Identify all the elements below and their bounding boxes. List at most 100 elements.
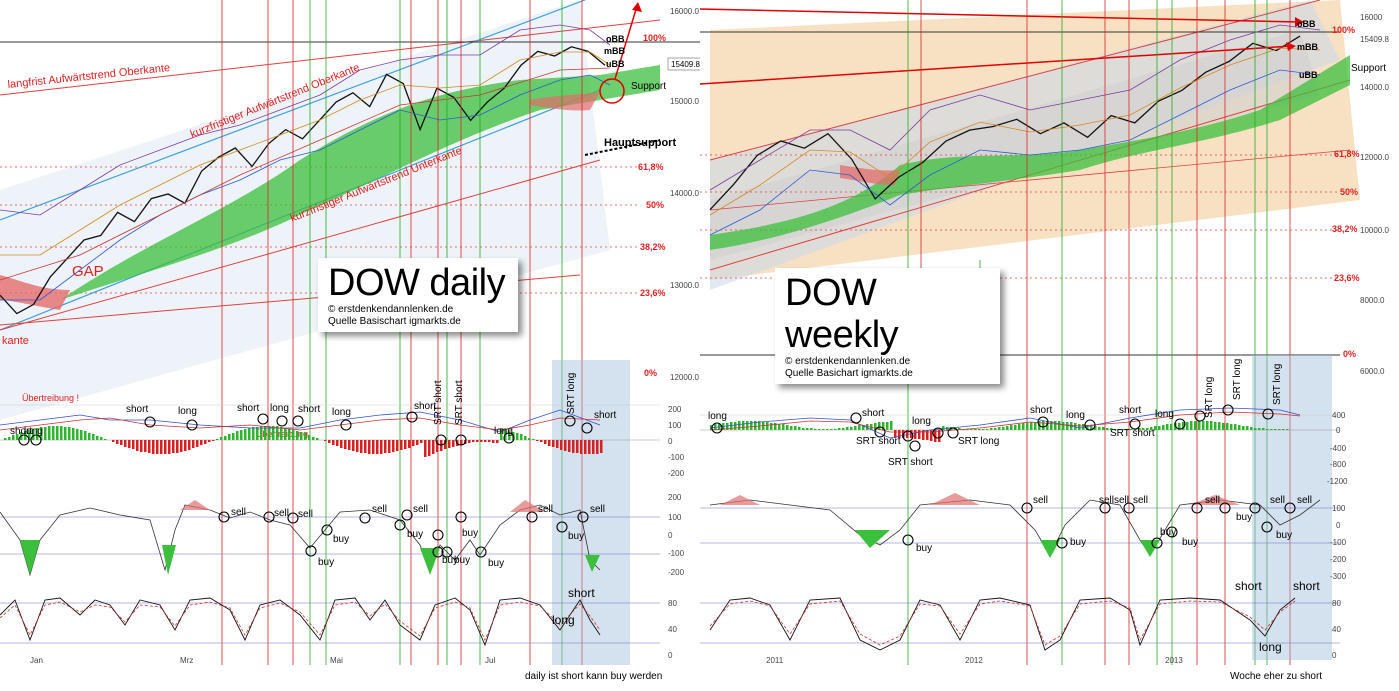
histogram-bar (172, 440, 175, 453)
histogram-bar (970, 429, 973, 430)
histogram-bar (930, 430, 933, 441)
svg-text:100: 100 (668, 513, 682, 522)
histogram-bar (830, 429, 833, 430)
histogram-bar (92, 434, 95, 440)
daily-osc2-line (0, 504, 601, 577)
histogram-bar (834, 429, 837, 430)
svg-text:0: 0 (1336, 426, 1341, 435)
histogram-bar (1002, 427, 1005, 430)
histogram-bar (336, 440, 339, 446)
histogram-bar (372, 440, 375, 454)
svg-text:-400: -400 (1330, 444, 1347, 453)
svg-text:-200: -200 (668, 469, 685, 478)
histogram-bar (846, 427, 849, 430)
histogram-bar (1154, 426, 1157, 430)
histogram-bar (998, 427, 1001, 430)
svg-text:-300: -300 (1330, 572, 1347, 581)
daily-support-circle (599, 78, 625, 104)
histogram-bar (28, 430, 31, 440)
svg-text:buy: buy (488, 558, 504, 569)
svg-text:long: long (1066, 410, 1085, 421)
histogram-bar (488, 440, 491, 442)
daily-annotation-uebertreibung: Übertreibung ! (22, 393, 79, 403)
histogram-bar (726, 423, 729, 430)
weekly-x-ticks: 2011 2012 2013 (766, 656, 1183, 665)
svg-text:15409.8: 15409.8 (1360, 35, 1389, 44)
daily-fib-382: 38,2% (640, 242, 666, 252)
svg-text:6000.0: 6000.0 (1360, 367, 1385, 376)
weekly-footer: Woche eher zu short (1230, 671, 1323, 682)
histogram-bar (750, 421, 753, 430)
daily-cloud-red-2 (530, 92, 600, 111)
histogram-bar (1234, 424, 1237, 430)
svg-text:sell: sell (413, 504, 428, 515)
svg-text:buy: buy (1276, 530, 1292, 541)
svg-text:8000.0: 8000.0 (1360, 296, 1385, 305)
daily-obb: oBB (606, 34, 625, 44)
weekly-osc3-axis: 80 40 0 (1332, 599, 1341, 660)
histogram-bar (168, 440, 171, 454)
svg-text:long: long (270, 403, 289, 414)
histogram-bar (104, 439, 107, 440)
weekly-svg: 100% 61,8% 50% 38,2% 23,6% 0% oBB mBB uB… (699, 0, 1399, 686)
svg-text:SRT short: SRT short (454, 380, 465, 425)
histogram-bar (1278, 429, 1281, 430)
daily-fib-236: 23,6% (640, 288, 666, 298)
svg-text:sell: sell (1297, 495, 1312, 506)
daily-axis-14000: 14000.0 (670, 189, 699, 198)
dow-weekly-chart: 100% 61,8% 50% 38,2% 23,6% 0% oBB mBB uB… (699, 0, 1399, 686)
histogram-bar (576, 440, 579, 453)
histogram-bar (376, 440, 379, 454)
histogram-bar (742, 421, 745, 430)
histogram-bar (420, 440, 423, 443)
svg-text:short: short (1119, 405, 1141, 416)
histogram-bar (906, 430, 909, 438)
daily-annotation-support: Support (631, 81, 666, 92)
svg-text:buy: buy (568, 531, 584, 542)
histogram-bar (564, 440, 567, 451)
weekly-price-line (709, 35, 1301, 211)
svg-text:sell: sell (231, 507, 246, 518)
svg-text:0: 0 (1332, 651, 1337, 660)
histogram-bar (572, 440, 575, 453)
weekly-osc1-red (709, 411, 1301, 433)
histogram-bar (300, 432, 303, 440)
weekly-osc1-circles (711, 404, 1274, 452)
histogram-bar (196, 440, 199, 447)
svg-text:sell: sell (1133, 495, 1148, 506)
histogram-bar (64, 427, 67, 440)
svg-text:long: long (494, 426, 513, 437)
svg-text:Mrz: Mrz (180, 656, 193, 665)
histogram-bar (272, 426, 275, 440)
svg-text:12000.0: 12000.0 (1360, 153, 1389, 162)
histogram-bar (552, 440, 555, 447)
svg-text:-1200: -1200 (1327, 477, 1348, 486)
svg-text:buy: buy (407, 529, 423, 540)
svg-text:16000: 16000 (1360, 13, 1383, 22)
daily-annotation-hauptsupport: Hauptsupport (604, 137, 676, 149)
histogram-bar (754, 421, 757, 430)
daily-osc3: 80 40 0 (0, 597, 677, 660)
histogram-bar (304, 433, 307, 440)
daily-title-box: DOW daily © erstdenkendannlenken.de Quel… (318, 258, 518, 332)
histogram-bar (76, 429, 79, 440)
histogram-bar (1110, 428, 1113, 430)
histogram-bar (200, 440, 203, 445)
histogram-bar (934, 430, 937, 442)
histogram-bar (404, 440, 407, 449)
histogram-bar (484, 440, 487, 442)
histogram-bar (192, 440, 195, 448)
histogram-bar (1202, 421, 1205, 430)
daily-axis-16000: 16000.0 (670, 7, 699, 16)
weekly-title: DOW weekly (785, 272, 899, 356)
histogram-bar (312, 437, 315, 440)
histogram-bar (990, 428, 993, 430)
histogram-bar (1026, 423, 1029, 430)
daily-fib-labels: 100% 61,8% 50% 38,2% 23,6% 0% (638, 33, 666, 378)
histogram-bar (974, 429, 977, 430)
histogram-bar (1270, 429, 1273, 430)
histogram-bar (12, 435, 15, 440)
histogram-bar (228, 434, 231, 440)
histogram-bar (60, 426, 63, 440)
svg-text:-100: -100 (668, 453, 685, 462)
